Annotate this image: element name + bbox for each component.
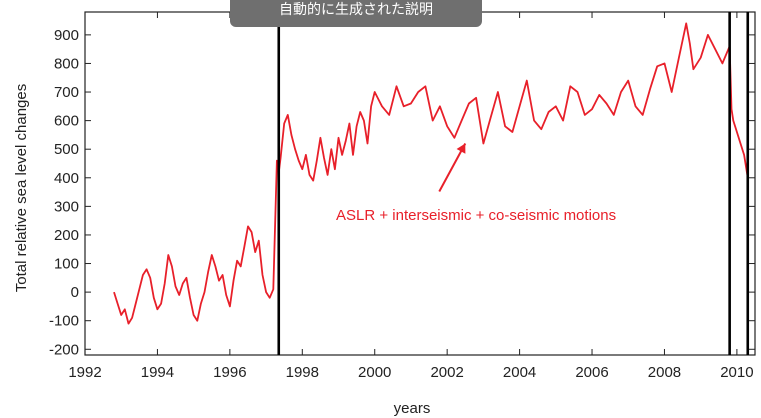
x-tick-label: 1996: [213, 364, 246, 381]
y-tick-label: -100: [49, 313, 79, 330]
annotation-label: ASLR + interseismic + co-seismic motions: [336, 207, 616, 224]
x-axis-title: years: [394, 400, 431, 417]
annotation-arrow: [438, 143, 467, 192]
x-tick-label: 2010: [720, 364, 753, 381]
x-tick-label: 1994: [141, 364, 174, 381]
plot-frame: [84, 11, 756, 356]
y-tick-label: 600: [54, 113, 79, 130]
overlay-caption-text: 自動的に生成された説明: [279, 2, 433, 18]
y-tick-label: -200: [49, 341, 79, 358]
axes-layer: 1992 1994 1996 1998 2000 2002 2004 2006 2008 2010…: [49, 11, 756, 381]
sea-level-series-line: [113, 22, 749, 325]
x-tick-label: 1992: [68, 364, 101, 381]
y-tick-label: 400: [54, 170, 79, 187]
y-axis-title: Total relative sea level changes: [13, 84, 30, 292]
x-tick-label: 2004: [503, 364, 536, 381]
annotation-layer: ASLR + interseismic + co-seismic motions: [336, 143, 616, 224]
overlay-caption-background: [230, 0, 482, 27]
y-tick-label: 0: [71, 284, 79, 301]
x-tick-label: 2000: [358, 364, 391, 381]
series-layer: [113, 22, 749, 325]
annotation-arrowhead: [456, 143, 466, 154]
y-tick-label: 500: [54, 141, 79, 158]
x-tick-label: 2002: [430, 364, 463, 381]
event-lines-layer: [277, 12, 750, 355]
overlay-caption-badge: 自動的に生成された説明: [230, 0, 482, 27]
y-tick-label: 100: [54, 256, 79, 273]
y-tick-label: 300: [54, 198, 79, 215]
x-tick-label: 2006: [575, 364, 608, 381]
x-tick-label: 1998: [286, 364, 319, 381]
y-tick-label: 800: [54, 55, 79, 72]
y-tick-label: 900: [54, 27, 79, 44]
y-tick-label: 700: [54, 84, 79, 101]
x-tick-label: 2008: [648, 364, 681, 381]
y-tick-label: 200: [54, 227, 79, 244]
